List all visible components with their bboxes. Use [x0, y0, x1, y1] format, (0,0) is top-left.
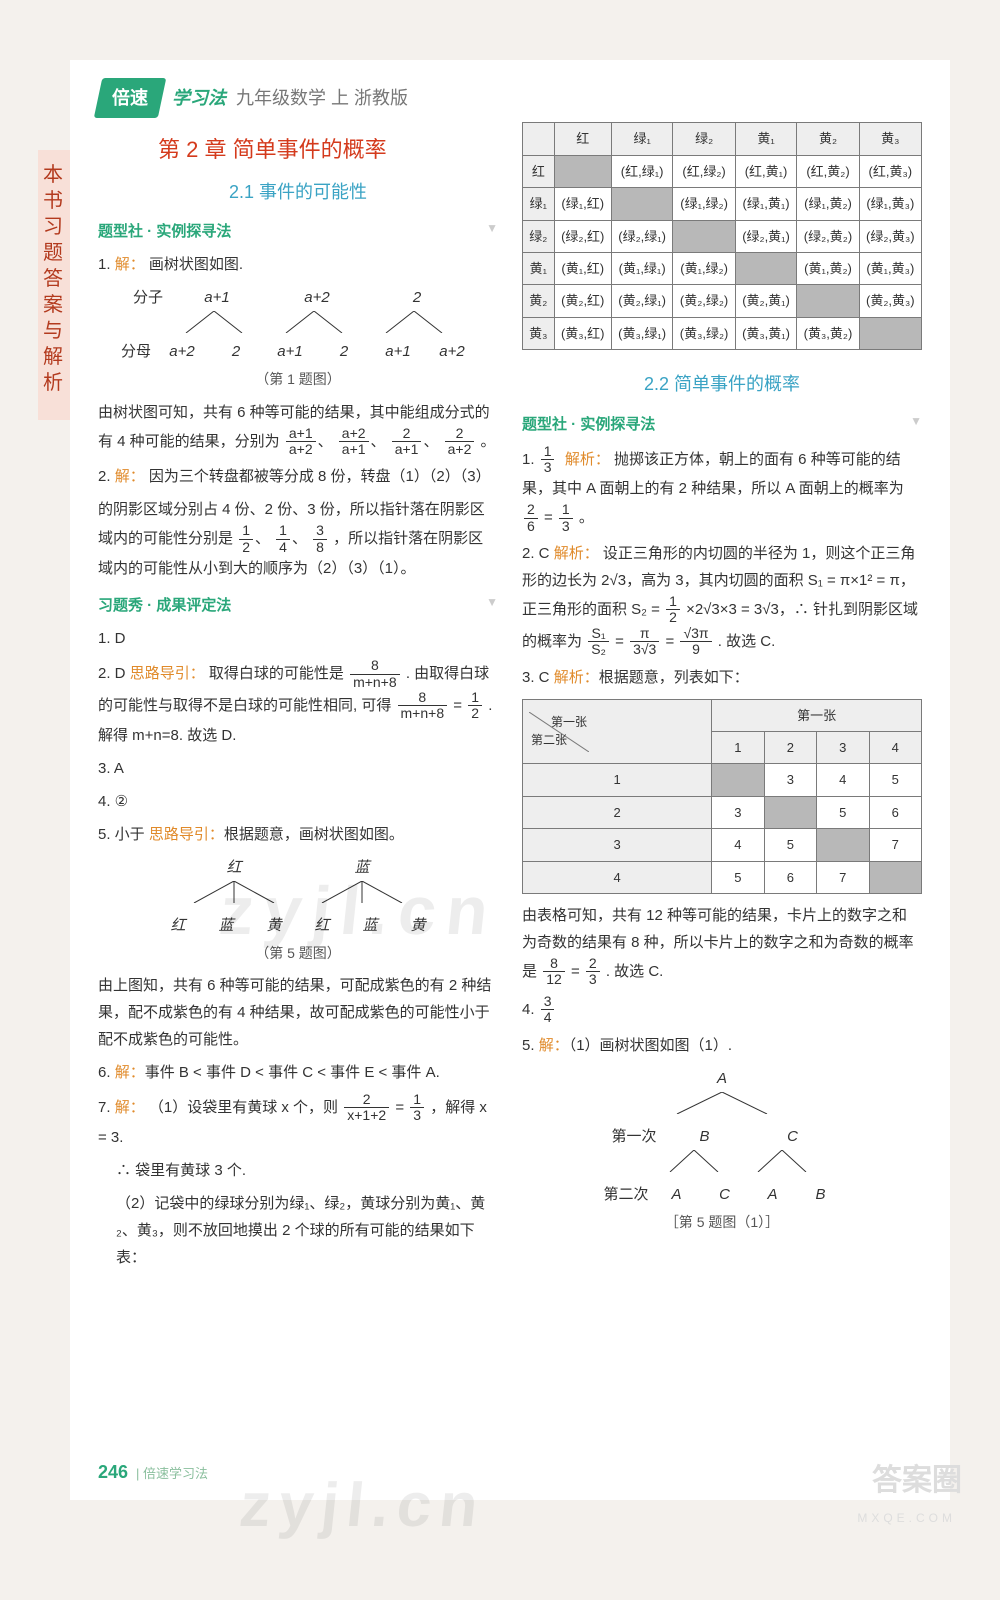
section-21-title: 2.1 事件的可能性 — [98, 176, 498, 208]
q1-caption: （第 1 题图） — [98, 367, 498, 392]
right-column: 红绿₁绿₂黄₁黄₂黄₃红(红,绿₁)(红,绿₂)(红,黄₁)(红,黄₂)(红,黄… — [522, 122, 922, 1276]
e2: 2. D 思路导引： 取得白球的可能性是 8m+n+8 . 由取得白球的可能性与… — [98, 658, 498, 749]
keyword-jie: 解： — [115, 256, 145, 273]
q1-line: 1. 解： 画树状图如图. — [98, 251, 498, 278]
section-22-title: 2.2 简单事件的概率 — [522, 368, 922, 400]
page-footer: 246| 倍速学习法 — [98, 1456, 208, 1488]
stamp-sub: MXQE.COM — [857, 1508, 956, 1530]
color-pair-table: 红绿₁绿₂黄₁黄₂黄₃红(红,绿₁)(红,绿₂)(红,黄₁)(红,黄₂)(红,黄… — [522, 122, 922, 350]
r5-tree: A 第一次 B C 第二次 A C A B — [522, 1065, 922, 1235]
r4: 4. 34 — [522, 994, 922, 1026]
block-title-tixing: 题型社 · 实例探寻法▼ — [98, 218, 498, 245]
q2-line: 2. 解： 因为三个转盘都被等分成 8 份，转盘（1）（2）（3） — [98, 463, 498, 490]
e7c: ∴ 袋里有黄球 3 个. — [116, 1157, 498, 1184]
stamp: 答案圈 — [872, 1454, 962, 1508]
e1: 1. D — [98, 625, 498, 652]
q1-tree: 分子 a+1 a+2 2 分母 a+22 a+12 a+1a+2 — [98, 284, 498, 392]
left-column: 第 2 章 简单事件的概率 2.1 事件的可能性 题型社 · 实例探寻法▼ 1.… — [98, 122, 498, 1276]
r3: 3. C 解析：根据题意，列表如下： — [522, 664, 922, 691]
e4: 4. ② — [98, 788, 498, 815]
e7a: 7. 解： （1）设袋里有黄球 x 个，则 2x+1+2 = 13 ，解得 x … — [98, 1092, 498, 1151]
brand-badge: 倍速 — [94, 78, 167, 118]
grade-label: 九年级数学 上 浙教版 — [236, 82, 408, 114]
r1: 1. 13 解析： 抛掷该正方体，朝上的面有 6 种等可能的结果，其中 A 面朝… — [522, 444, 922, 535]
r2: 2. C 解析： 设正三角形的内切圆的半径为 1，则这个正三角形的边长为 2√3… — [522, 540, 922, 658]
e7d: （2）记袋中的绿球分别为绿₁、绿₂，黄球分别为黄₁、黄₂、黄₃，则不放回地摸出 … — [116, 1190, 498, 1271]
e3: 3. A — [98, 755, 498, 782]
e5-after: 由上图知，共有 6 种等可能的结果，可配成紫色的有 2 种结果，配不成紫色的有 … — [98, 972, 498, 1053]
watermark: zyjl.cn — [234, 1450, 491, 1562]
page-header: 倍速 学习法 九年级数学 上 浙教版 — [98, 78, 922, 118]
chapter-title: 第 2 章 简单事件的概率 — [158, 130, 498, 170]
e5: 5. 小于 思路导引：根据题意，画树状图如图。 — [98, 821, 498, 848]
block-title-xitixiu: 习题秀 · 成果评定法▼ — [98, 592, 498, 619]
e5-tree: 红 蓝 红 蓝 黄 红 蓝 黄 （第 5 题图） — [98, 854, 498, 966]
r5: 5. 解：（1）画树状图如图（1）. — [522, 1032, 922, 1059]
block-title-r-tixing: 题型社 · 实例探寻法▼ — [522, 411, 922, 438]
e6: 6. 解：事件 B < 事件 D < 事件 C < 事件 E < 事件 A. — [98, 1059, 498, 1086]
page: 倍速 学习法 九年级数学 上 浙教版 第 2 章 简单事件的概率 2.1 事件的… — [70, 60, 950, 1500]
keyword-jie: 解： — [115, 468, 145, 485]
sum-table: 第一张第二张第一张12341345235634574567 — [522, 699, 922, 894]
r3-after: 由表格可知，共有 12 种等可能的结果，卡片上的数字之和为奇数的结果有 8 种，… — [522, 902, 922, 988]
ornament-icon: ▼ — [486, 218, 498, 240]
q2-line2: 的阴影区域分别占 4 份、2 份、3 份，所以指针落在阴影区域内的可能性分别是 … — [98, 496, 498, 582]
brand-suffix: 学习法 — [172, 82, 226, 114]
side-tab: 本书习题答案与解析 — [38, 150, 70, 420]
q1-after: 由树状图可知，共有 6 种等可能的结果，其中能组成分式的有 4 种可能的结果，分… — [98, 399, 498, 458]
